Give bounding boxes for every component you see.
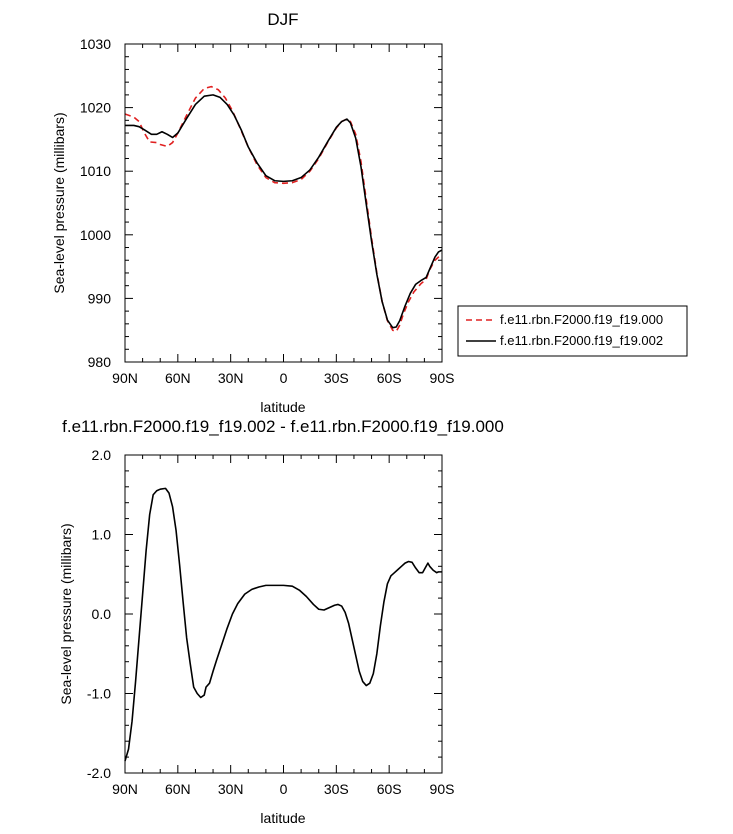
- top-ytick-label: 1000: [80, 227, 111, 243]
- legend-box: [457, 305, 688, 357]
- chart-top-ylabel: Sea-level pressure (millibars): [51, 112, 67, 293]
- bottom-xtick-label: 90N: [112, 781, 138, 797]
- bottom-ytick-label: -2.0: [87, 765, 111, 781]
- top-ytick-label: 980: [88, 354, 112, 370]
- chart-top-xlabel: latitude: [260, 399, 305, 415]
- top-series-line-0: [124, 85, 443, 333]
- chart-bottom-frame: [124, 454, 443, 774]
- top-xtick-label: 0: [280, 370, 288, 386]
- bottom-xtick-label: 0: [280, 781, 288, 797]
- bottom-ytick-label: -1.0: [87, 686, 111, 702]
- bottom-ytick-label: 1.0: [92, 527, 112, 543]
- top-xtick-label: 30S: [324, 370, 349, 386]
- top-ytick-label: 1020: [80, 100, 111, 116]
- chart-top-title: DJF: [267, 10, 298, 29]
- chart-bottom-xlabel: latitude: [260, 810, 305, 826]
- chart-bottom-ticks: 90N 60N 30N 0 30S 60S 90S -2.0 -1.0 0.0 1.0 2.0: [87, 447, 455, 797]
- legend-label-series-002: f.e11.rbn.F2000.f19_f19.002: [500, 333, 663, 348]
- top-xtick-label: 30N: [218, 370, 244, 386]
- chart-top: DJF 90N 60N 30N 0 30S 60S 90S 980 990 1000 1010 102…: [51, 10, 688, 415]
- chart-top-frame: [124, 43, 443, 363]
- bottom-xtick-label: 60N: [165, 781, 191, 797]
- top-series-line-1: [125, 94, 443, 329]
- bottom-xtick-label: 30N: [218, 781, 244, 797]
- top-ytick-label: 990: [88, 290, 112, 306]
- bottom-xtick-label: 60S: [377, 781, 402, 797]
- chart-top-legend: f.e11.rbn.F2000.f19_f19.000 f.e11.rbn.F2…: [457, 305, 688, 357]
- top-xtick-label: 60S: [377, 370, 402, 386]
- chart-bottom-ylabel: Sea-level pressure (millibars): [58, 523, 74, 704]
- top-xtick-label: 90S: [430, 370, 455, 386]
- top-xtick-label: 90N: [112, 370, 138, 386]
- chart-top-series: [124, 85, 443, 333]
- chart-bottom-title: f.e11.rbn.F2000.f19_f19.002 - f.e11.rbn.…: [62, 417, 504, 436]
- bottom-xtick-label: 30S: [324, 781, 349, 797]
- bottom-series-line-0: [124, 487, 442, 762]
- chart-bottom: f.e11.rbn.F2000.f19_f19.002 - f.e11.rbn.…: [58, 417, 504, 826]
- top-ytick-label: 1010: [80, 163, 111, 179]
- bottom-xtick-label: 90S: [430, 781, 455, 797]
- legend-label-series-000: f.e11.rbn.F2000.f19_f19.000: [500, 312, 663, 327]
- chart-top-ticks: 90N 60N 30N 0 30S 60S 90S 980 990 1000 1010 1020 103…: [80, 36, 455, 386]
- chart-bottom-series: [124, 487, 442, 762]
- bottom-ytick-label: 0.0: [92, 606, 112, 622]
- top-xtick-label: 60N: [165, 370, 191, 386]
- bottom-ytick-label: 2.0: [92, 447, 112, 463]
- top-ytick-label: 1030: [80, 36, 111, 52]
